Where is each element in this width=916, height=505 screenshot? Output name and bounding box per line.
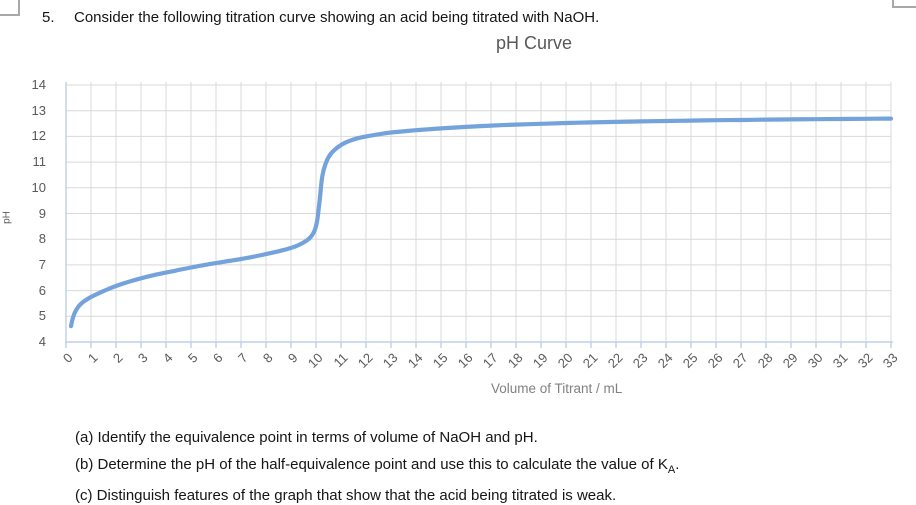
y-tick-label: 8 — [38, 231, 46, 247]
task-c: (c) Distinguish features of the graph th… — [75, 487, 617, 504]
y-axis-title: pH — [1, 211, 13, 224]
y-tick-label: 4 — [38, 334, 46, 349]
ka-subscript: A — [667, 463, 676, 476]
y-tick-label: 11 — [32, 154, 47, 170]
y-tick-label: 14 — [31, 77, 46, 92]
task-a: (a) Identify the equivalence point in te… — [75, 429, 538, 446]
y-tick-label: 6 — [38, 282, 46, 298]
y-tick-label: 9 — [38, 205, 46, 221]
task-list: (a) Identify the equivalence point in te… — [75, 425, 679, 505]
task-b: (b) Determine the pH of the half-equival… — [75, 455, 680, 476]
y-tick-label: 13 — [31, 102, 46, 118]
page-corner-mark-right — [892, 0, 916, 8]
y-tick-label: 7 — [38, 256, 46, 272]
y-tick-label: 5 — [38, 308, 46, 324]
question-number: 5. — [42, 9, 55, 26]
question-text: Consider the following titration curve s… — [74, 9, 600, 26]
x-axis-title: Volume of Titrant / mL — [491, 381, 623, 396]
y-tick-label: 10 — [31, 179, 46, 195]
y-tick-label: 12 — [31, 128, 46, 144]
page-corner-mark-left — [0, 0, 20, 16]
chart-title: pH Curve — [495, 33, 573, 53]
